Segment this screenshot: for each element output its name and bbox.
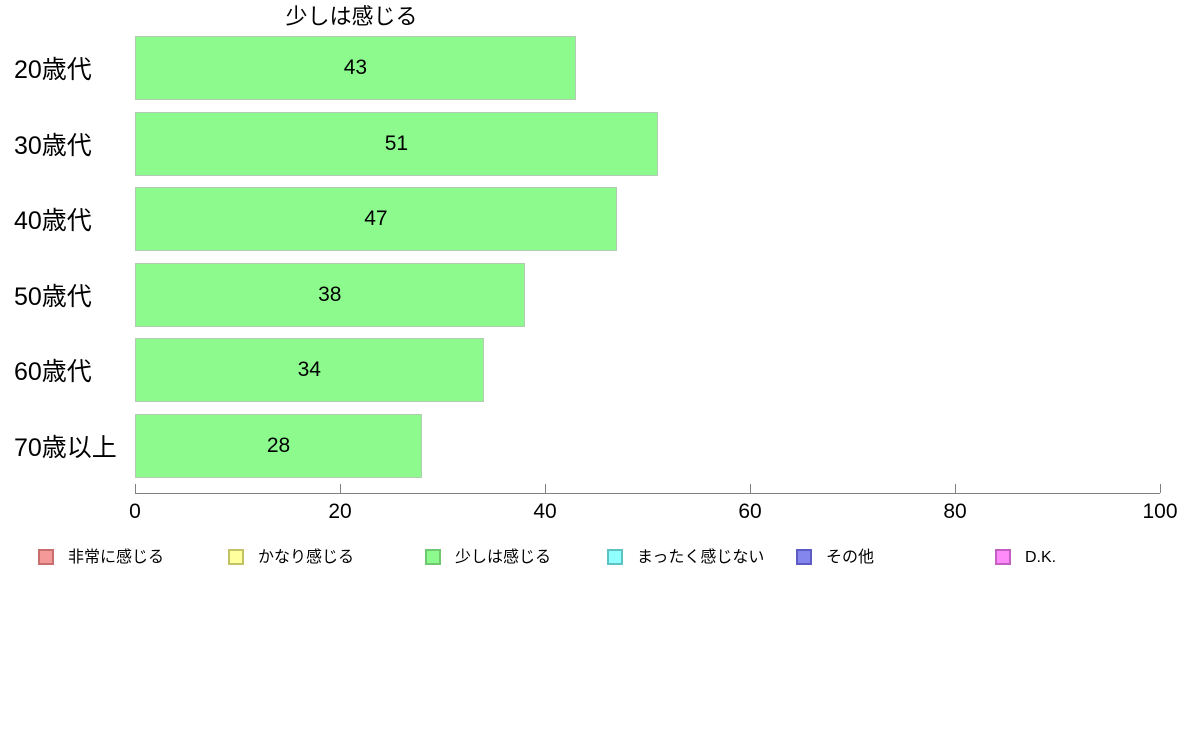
- bar-value-label: 28: [266, 433, 291, 457]
- chart-title: 少しは感じる: [285, 4, 418, 29]
- x-axis-tick-label: 100: [1142, 500, 1178, 523]
- x-axis-tick-label: 80: [943, 500, 967, 523]
- legend-item-label: 少しは感じる: [455, 549, 552, 566]
- category-label: 70歳以上: [14, 433, 117, 462]
- category-label: 30歳代: [14, 131, 92, 160]
- legend-swatch: [38, 549, 54, 565]
- bar: 47: [135, 187, 617, 251]
- bar-row: 30歳代 51: [0, 111, 1188, 176]
- bar-row: 60歳代 34: [0, 338, 1188, 402]
- x-axis-tick: [135, 484, 136, 493]
- legend-swatch: [607, 549, 623, 565]
- legend-swatch: [425, 549, 441, 565]
- bar: 43: [135, 36, 576, 100]
- legend-item-label: 非常に感じる: [68, 549, 165, 566]
- legend-item-label: その他: [826, 549, 875, 566]
- bar-value-label: 43: [343, 56, 368, 79]
- category-label: 50歳代: [14, 282, 92, 311]
- bar-value-label: 34: [297, 358, 321, 381]
- legend-swatch: [228, 549, 244, 565]
- x-axis-tick: [340, 484, 341, 493]
- bar-value-label: 51: [384, 131, 409, 155]
- bar-row: 70歳以上 28: [0, 413, 1188, 478]
- x-axis-tick: [955, 484, 956, 493]
- x-axis-tick-label: 0: [129, 500, 141, 523]
- bar: 38: [135, 262, 525, 327]
- x-axis-tick-label: 60: [738, 500, 762, 523]
- legend-item-label: まったく感じない: [637, 549, 765, 566]
- bar-value-label: 38: [318, 282, 342, 306]
- legend-item-label: かなり感じる: [258, 549, 355, 566]
- category-label: 40歳代: [14, 207, 92, 235]
- category-label: 20歳代: [14, 56, 92, 84]
- bar-row: 50歳代 38: [0, 262, 1188, 327]
- x-axis-line: [135, 493, 1160, 494]
- legend-swatch: [995, 549, 1011, 565]
- legend-item-label: D.K.: [1025, 549, 1057, 566]
- bar: 34: [135, 338, 484, 402]
- x-axis-tick-label: 40: [533, 500, 557, 523]
- legend-swatch: [796, 549, 812, 565]
- category-label: 60歳代: [14, 358, 92, 386]
- x-axis-tick: [750, 484, 751, 493]
- x-axis-tick: [545, 484, 546, 493]
- bar: 51: [135, 111, 658, 176]
- x-axis-tick: [1160, 484, 1161, 493]
- bar-row: 20歳代 43: [0, 36, 1188, 100]
- bar-row: 40歳代 47: [0, 187, 1188, 251]
- bar: 28: [135, 413, 422, 478]
- x-axis-tick-label: 20: [328, 500, 352, 523]
- bar-value-label: 47: [364, 207, 388, 230]
